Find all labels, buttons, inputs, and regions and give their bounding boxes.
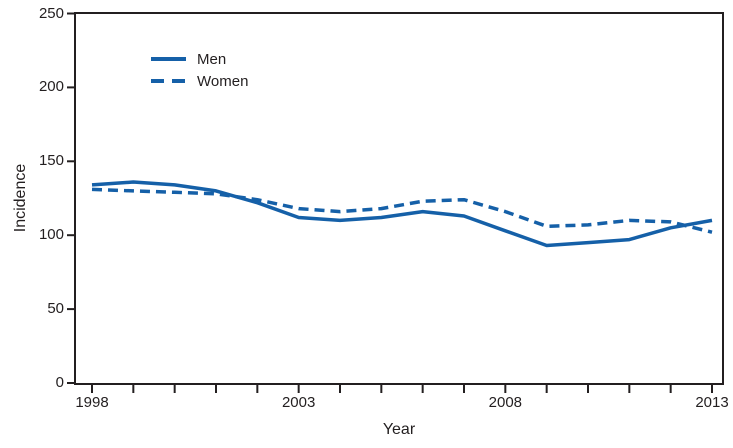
- x-axis-title: Year: [382, 421, 416, 438]
- legend-label-women: Women: [197, 72, 249, 90]
- y-tick-label: 50: [47, 300, 64, 318]
- men-solid-line-icon: [151, 57, 186, 61]
- x-tick-label: 2003: [281, 394, 316, 411]
- legend: Men Women: [150, 48, 248, 92]
- legend-item-women: Women: [150, 70, 248, 92]
- series-line-men: [91, 180, 713, 248]
- legend-item-men: Men: [150, 48, 248, 70]
- y-tick-label: 250: [38, 4, 64, 22]
- series-line-women: [91, 187, 713, 234]
- y-tick-label: 0: [55, 374, 64, 391]
- y-tick-label: 200: [38, 78, 64, 96]
- legend-label-men: Men: [197, 50, 227, 68]
- x-tick-label: 1998: [75, 394, 109, 411]
- x-tick-label: 2008: [488, 394, 523, 411]
- women-dashed-line-icon: [151, 79, 186, 83]
- plot-area-border: [74, 12, 724, 385]
- y-tick-label: 100: [38, 226, 64, 244]
- x-tick-label: 2013: [695, 394, 729, 411]
- y-tick-label: 150: [38, 152, 64, 170]
